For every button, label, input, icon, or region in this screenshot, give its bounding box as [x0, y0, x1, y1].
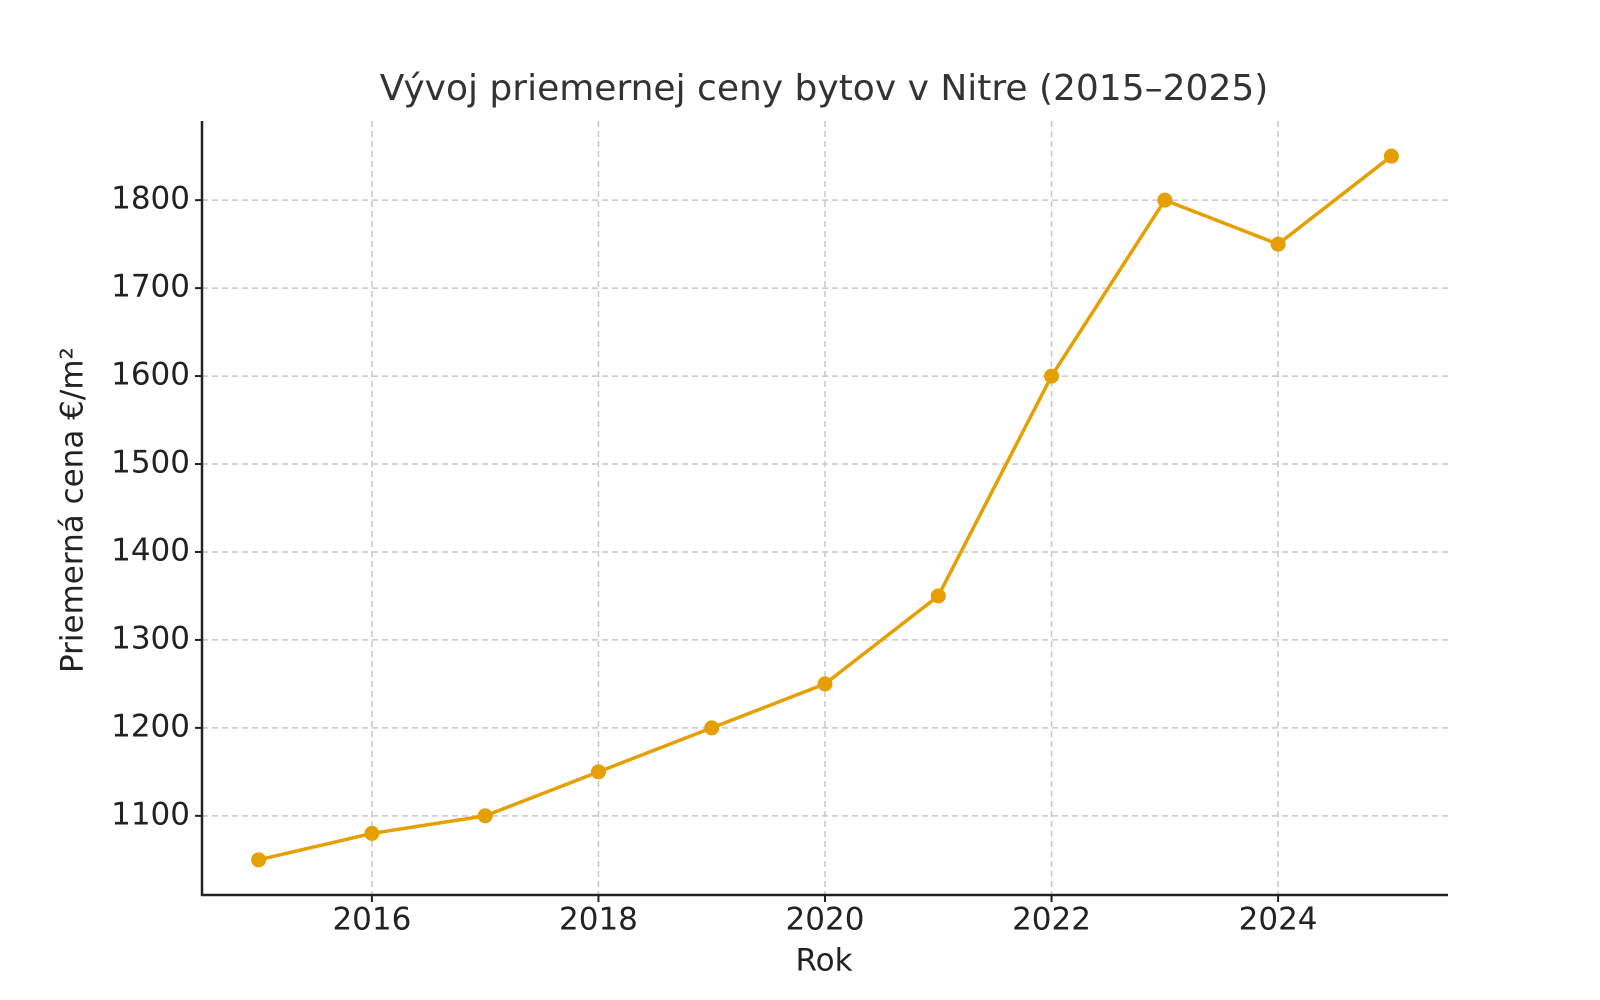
- y-tick-label: 1500: [111, 445, 190, 481]
- point: [1157, 192, 1173, 208]
- point: [251, 852, 267, 868]
- y-tick-label: 1600: [111, 357, 190, 393]
- y-axis-label: Priemerná cena €/m²: [55, 347, 91, 673]
- y-tick-label: 1700: [111, 269, 190, 305]
- x-tick-label: 2020: [786, 902, 865, 938]
- y-tick-label: 1100: [111, 796, 190, 832]
- point: [930, 588, 946, 604]
- x-tick-label: 2024: [1239, 902, 1318, 938]
- point: [477, 808, 493, 824]
- point: [1270, 236, 1286, 252]
- point: [817, 676, 833, 692]
- x-tick-label: 2016: [332, 902, 411, 938]
- y-tick-label: 1400: [111, 532, 190, 568]
- point: [364, 825, 380, 841]
- point: [590, 764, 606, 780]
- point: [1383, 148, 1399, 164]
- x-tick-label: 2022: [1012, 902, 1091, 938]
- point: [704, 720, 720, 736]
- x-tick-label: 2018: [559, 902, 638, 938]
- y-tick-label: 1300: [111, 620, 190, 656]
- x-axis-label: Rok: [795, 943, 852, 979]
- point: [1044, 368, 1060, 384]
- y-tick-label: 1800: [111, 181, 190, 217]
- y-tick-label: 1200: [111, 708, 190, 744]
- chart-title: Vývoj priemernej ceny bytov v Nitre (201…: [380, 68, 1269, 109]
